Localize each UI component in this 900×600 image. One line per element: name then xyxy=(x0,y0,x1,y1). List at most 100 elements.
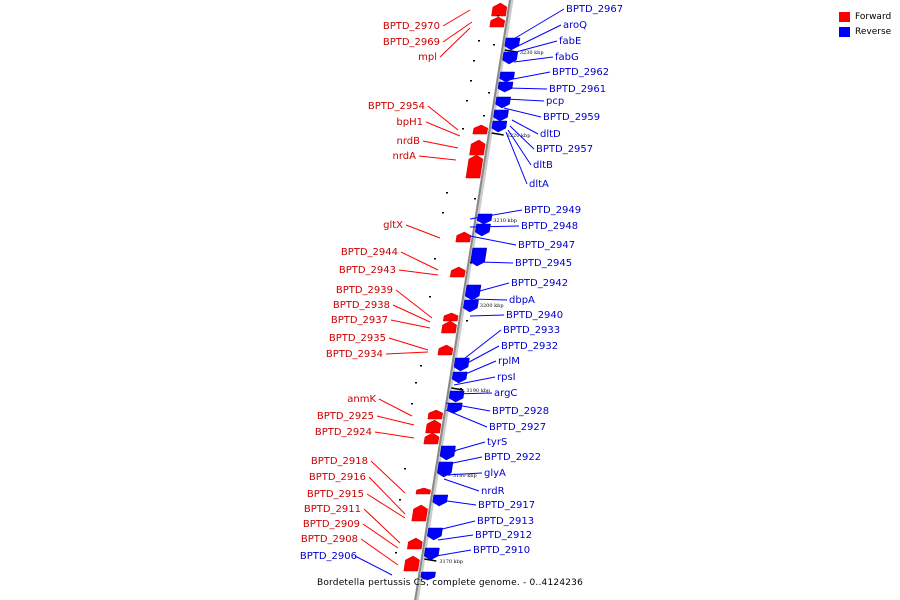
map-mark xyxy=(434,258,436,260)
reverse-gene-block xyxy=(493,109,509,122)
forward-gene-label: anmK xyxy=(347,394,376,405)
forward-gene-block xyxy=(472,124,489,135)
forward-gene-label: bpH1 xyxy=(396,117,423,128)
reverse-gene-block xyxy=(448,390,465,403)
forward-gene-block xyxy=(411,504,428,522)
forward-gene-label: BPTD_2943 xyxy=(339,265,396,276)
reverse-leader-line xyxy=(511,119,539,135)
scale-tick-label: 3230 kbp xyxy=(520,50,544,56)
reverse-gene-label: BPTD_2948 xyxy=(521,221,578,232)
map-mark xyxy=(460,388,462,390)
map-mark xyxy=(493,44,495,46)
reverse-gene-label: aroQ xyxy=(563,20,587,31)
reverse-leader-line xyxy=(469,314,505,317)
map-mark xyxy=(404,468,406,470)
forward-leader-line xyxy=(442,21,473,43)
forward-leader-line xyxy=(425,121,461,137)
reverse-gene-block xyxy=(439,445,456,461)
reverse-gene-label: BPTD_2917 xyxy=(478,500,535,511)
reverse-gene-block xyxy=(463,299,479,313)
reverse-leader-line xyxy=(513,24,562,49)
forward-gene-label: gltX xyxy=(383,220,403,231)
forward-gene-label: BPTD_2908 xyxy=(301,534,358,545)
reverse-leader-line xyxy=(507,71,551,81)
reverse-gene-label: dltB xyxy=(533,160,553,171)
reverse-leader-line xyxy=(445,402,491,412)
map-caption: Bordetella pertussis CS, complete genome… xyxy=(316,578,584,588)
reverse-gene-block xyxy=(427,527,443,541)
forward-gene-label: BPTD_2969 xyxy=(383,37,440,48)
forward-swatch xyxy=(839,11,850,22)
reverse-gene-label: BPTD_2949 xyxy=(524,205,581,216)
forward-gene-label: BPTD_2909 xyxy=(303,519,360,530)
forward-leader-line xyxy=(422,140,459,149)
legend: Forward Reverse xyxy=(839,9,891,39)
legend-item-reverse: Reverse xyxy=(839,24,891,39)
reverse-gene-label: BPTD_2910 xyxy=(473,545,530,556)
reverse-leader-line xyxy=(459,329,502,363)
forward-leader-line xyxy=(442,9,471,27)
reverse-gene-label: BPTD_2913 xyxy=(477,516,534,527)
forward-leader-line xyxy=(374,431,415,439)
forward-gene-block xyxy=(465,154,484,179)
forward-gene-block xyxy=(489,16,506,28)
forward-gene-label: BPTD_2918 xyxy=(311,456,368,467)
forward-gene-block xyxy=(403,555,420,572)
reverse-gene-block xyxy=(495,96,511,109)
forward-gene-block xyxy=(455,231,472,243)
forward-leader-line xyxy=(439,27,471,58)
scale-tick xyxy=(451,387,464,391)
forward-leader-line xyxy=(360,538,399,566)
reverse-leader-line xyxy=(471,298,508,301)
reverse-leader-line xyxy=(469,235,517,246)
map-mark xyxy=(411,403,413,405)
reverse-gene-block xyxy=(475,223,491,237)
legend-item-forward: Forward xyxy=(839,9,891,24)
reverse-leader-line xyxy=(479,261,514,264)
forward-gene-block xyxy=(441,320,457,334)
reverse-gene-block xyxy=(451,371,468,384)
reverse-gene-block xyxy=(497,81,514,93)
map-mark xyxy=(473,60,475,62)
reverse-leader-line xyxy=(449,441,486,453)
forward-gene-block xyxy=(423,432,440,445)
reverse-gene-label: BPTD_2933 xyxy=(503,325,560,336)
forward-gene-block xyxy=(415,487,431,495)
forward-gene-label: BPTD_2939 xyxy=(336,285,393,296)
legend-label-reverse: Reverse xyxy=(855,26,892,37)
forward-gene-block xyxy=(427,409,443,420)
reverse-leader-line xyxy=(444,472,483,476)
forward-gene-label: nrdB xyxy=(397,136,421,147)
reverse-leader-line xyxy=(445,409,488,428)
map-mark xyxy=(488,92,490,94)
reverse-leader-line xyxy=(447,456,483,465)
reverse-leader-line xyxy=(513,56,554,63)
map-mark xyxy=(420,365,422,367)
reverse-gene-label: BPTD_2967 xyxy=(566,4,623,15)
reverse-gene-block xyxy=(453,357,470,372)
forward-gene-label: nrdA xyxy=(393,151,417,162)
map-mark xyxy=(478,40,480,42)
reverse-leader-line xyxy=(439,499,477,506)
reverse-gene-label: rplM xyxy=(498,356,520,367)
map-mark xyxy=(446,192,448,194)
map-mark xyxy=(399,499,401,501)
reverse-gene-block xyxy=(423,547,440,561)
forward-gene-label: mpl xyxy=(418,52,437,63)
reverse-leader-line xyxy=(457,345,500,369)
reverse-leader-line xyxy=(505,131,528,185)
reverse-leader-line xyxy=(503,107,542,118)
map-mark xyxy=(466,320,468,322)
reverse-leader-line xyxy=(453,376,496,386)
map-mark xyxy=(395,552,397,554)
forward-gene-label: BPTD_2916 xyxy=(309,472,366,483)
map-mark xyxy=(415,382,417,384)
forward-gene-label: BPTD_2935 xyxy=(329,333,386,344)
map-mark xyxy=(442,212,444,214)
reverse-gene-label: BPTD_2942 xyxy=(511,278,568,289)
reverse-gene-block xyxy=(464,284,482,301)
reverse-leader-line xyxy=(507,129,532,166)
forward-gene-block xyxy=(469,139,486,156)
forward-leader-line xyxy=(385,351,429,355)
